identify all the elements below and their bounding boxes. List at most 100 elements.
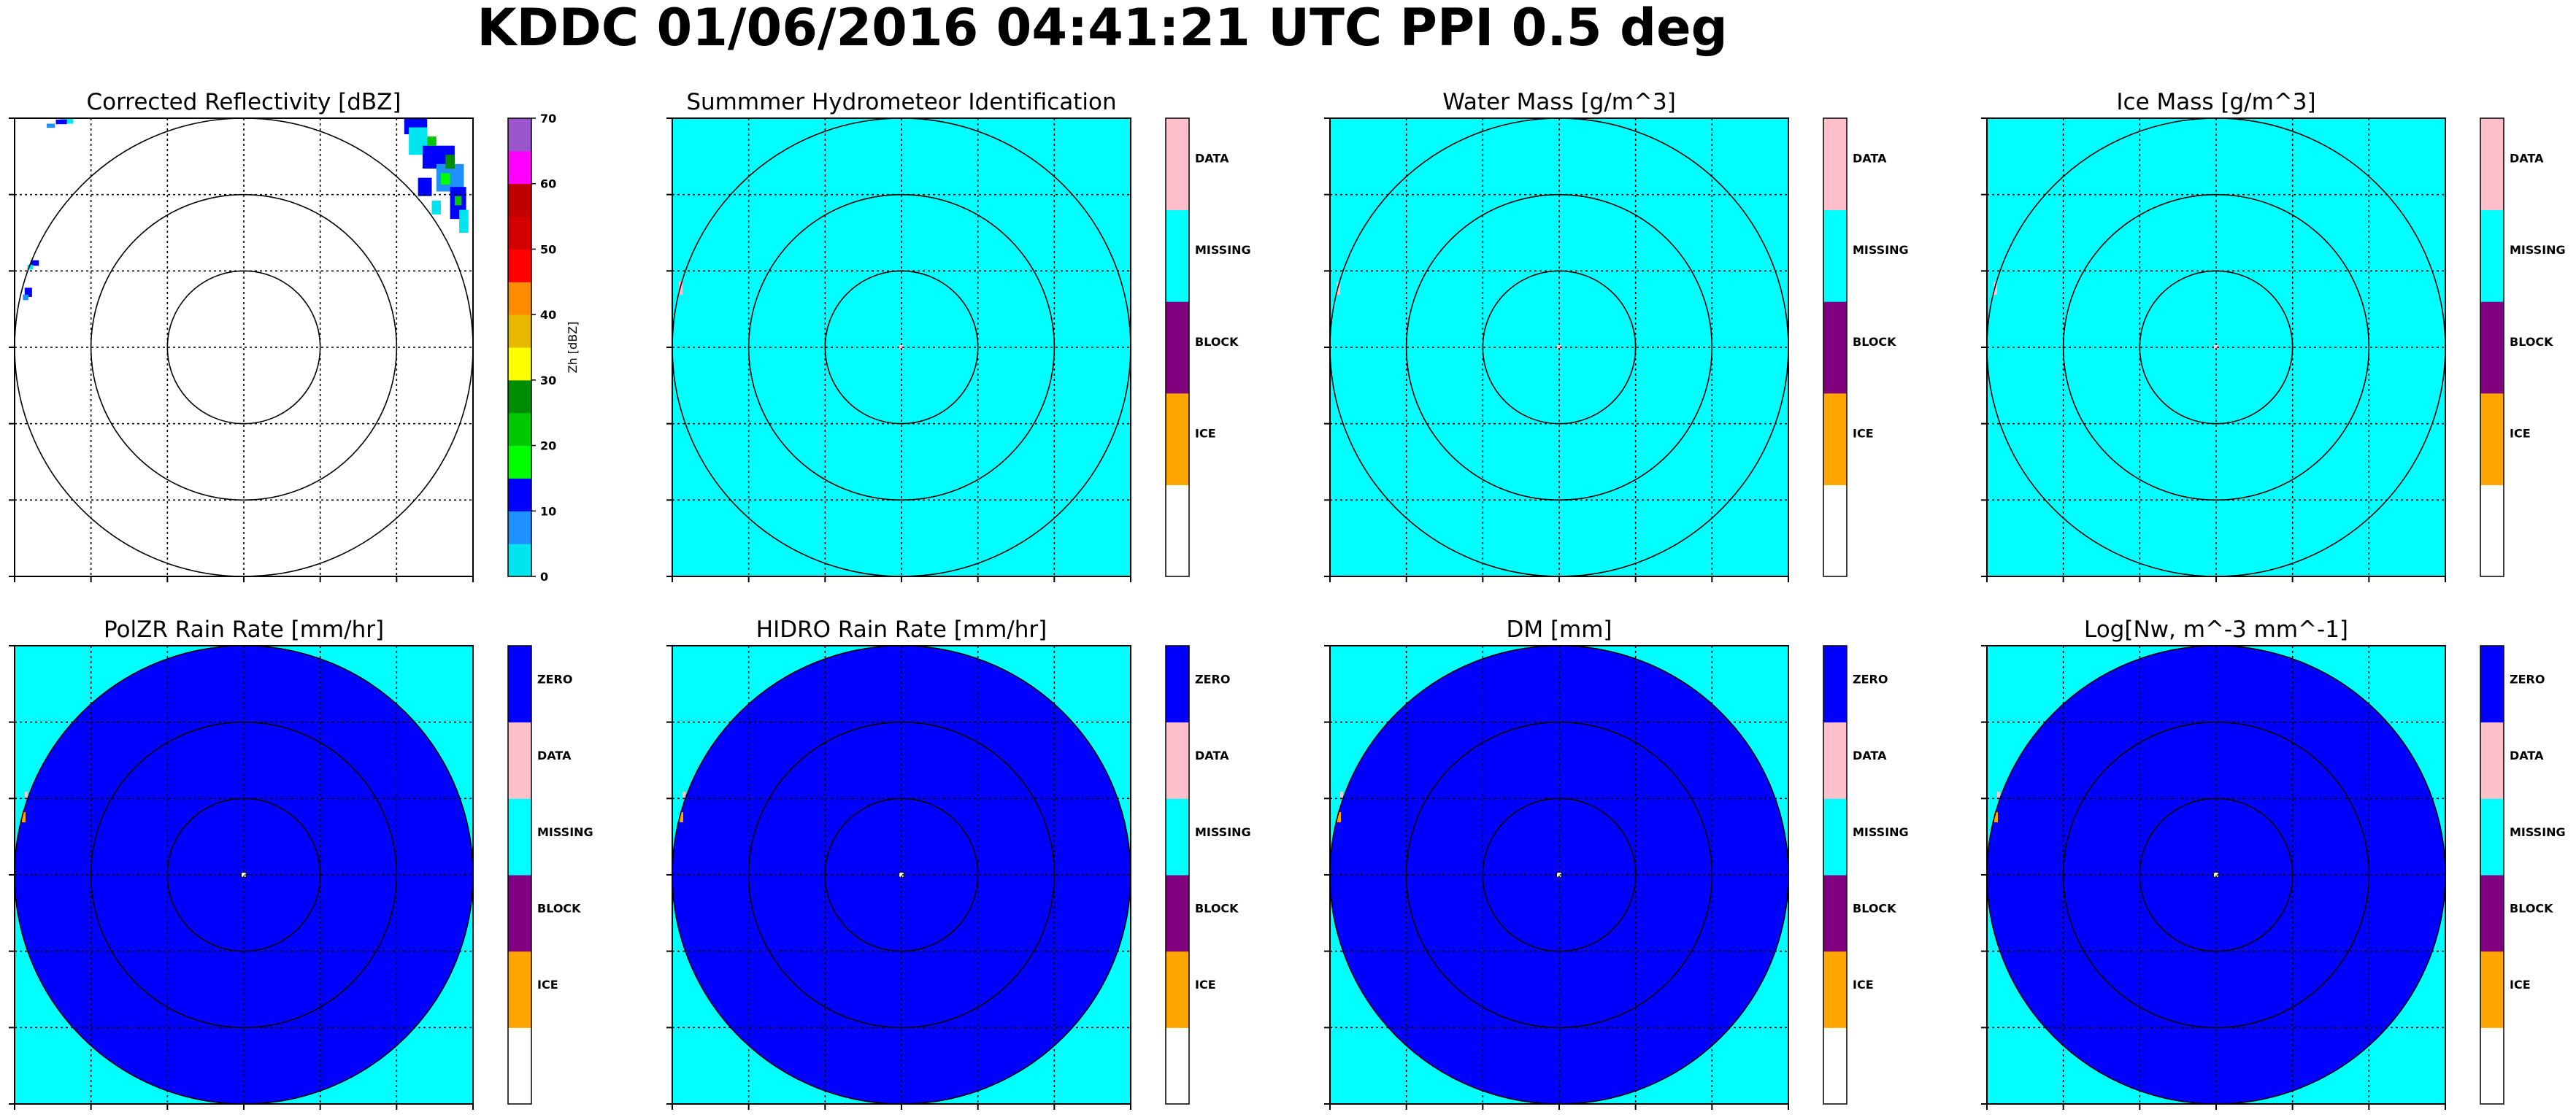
colorbar-swatch (508, 249, 531, 282)
colorbar-category-label: DATA (1195, 749, 1229, 762)
colorbar-swatch (1823, 646, 1847, 723)
colorbar-label: Zh [dBZ] (566, 322, 580, 374)
radar-site (899, 345, 904, 349)
colorbar-category-label: BLOCK (1853, 902, 1896, 916)
colorbar-swatch (508, 511, 531, 544)
panel-corrected-reflectivity-dbz: Corrected Reflectivity [dBZ] 0 10 20 30 40 50 6… (9, 89, 580, 584)
colorbar-swatch (508, 544, 531, 577)
colorbar-swatch (1823, 875, 1847, 952)
edge-streak (1997, 792, 2000, 799)
colorbar-category-label: MISSING (537, 825, 593, 839)
panel-log-nw-m-3-mm-1: Log[Nw, m^-3 mm^-1] ICE BLOCK MISSING DATA ZE… (1981, 617, 2566, 1110)
panel-title: Ice Mass [g/m^3] (2116, 89, 2315, 115)
edge-streak (25, 792, 28, 799)
colorbar-swatch (508, 282, 531, 315)
colorbar-swatch (508, 314, 531, 348)
colorbar-frame (1165, 645, 1190, 1105)
colorbar-tick-label: 10 (540, 504, 556, 518)
colorbar-category-label: MISSING (1853, 243, 1909, 257)
range-ring (2062, 193, 2370, 501)
colorbar-swatch (508, 118, 531, 152)
colorbar-swatch (508, 722, 531, 799)
colorbar-swatch (508, 646, 531, 723)
colorbar-frame (1823, 117, 1848, 577)
edge-streak (22, 812, 26, 822)
range-ring (2062, 721, 2370, 1029)
colorbar-swatch (508, 951, 531, 1028)
range-ring (747, 193, 1056, 501)
range-ring (1405, 721, 1713, 1029)
colorbar-swatch (1166, 393, 1189, 485)
colorbar-category-label: DATA (1853, 152, 1887, 166)
echo-cell (23, 294, 28, 301)
colorbar-swatch (1166, 301, 1189, 394)
colorbar-swatch (508, 150, 531, 185)
panel-title: Log[Nw, m^-3 mm^-1] (2084, 617, 2348, 643)
echo-cell (431, 201, 442, 215)
colorbar-category-label: BLOCK (2510, 335, 2553, 349)
colorbar-swatch (2480, 301, 2504, 394)
colorbar-tick-label: 40 (540, 308, 556, 322)
colorbar: ICE BLOCK MISSING DATA (1823, 117, 1909, 577)
colorbar-tick-label: 30 (540, 374, 556, 387)
panel-grid: Corrected Reflectivity [dBZ] 0 10 20 30 40 50 6… (9, 89, 2566, 1110)
colorbar-frame (1165, 117, 1190, 577)
edge-streak (679, 282, 683, 295)
colorbar-category-label: MISSING (2510, 243, 2566, 257)
panel-title: DM [mm] (1506, 617, 1612, 643)
colorbar-swatch (1166, 951, 1189, 1028)
colorbar-swatch (508, 379, 531, 414)
panel-dm-mm: DM [mm] ICE BLOCK MISSING DATA ZERO (1324, 617, 1909, 1110)
colorbar-swatch (508, 798, 531, 876)
range-ring (1482, 797, 1637, 952)
range-ring (1482, 270, 1637, 425)
colorbar-frame (507, 117, 532, 577)
colorbar-swatch (1166, 209, 1189, 302)
panel-title: PolZR Rain Rate [mm/hr] (104, 617, 384, 643)
colorbar-frame (1823, 645, 1848, 1105)
range-ring (2139, 797, 2294, 952)
colorbar-swatch (1166, 798, 1189, 876)
colorbar-swatch (508, 183, 531, 217)
radar-site (2214, 345, 2218, 349)
edge-streak (1337, 812, 1341, 822)
colorbar-swatch (1823, 1027, 1847, 1104)
colorbar-category-label: ZERO (1853, 673, 1888, 687)
colorbar-swatch (1823, 722, 1847, 799)
range-ring (824, 797, 979, 952)
colorbar-category-label: BLOCK (1195, 902, 1239, 916)
colorbar-swatch (1166, 484, 1189, 576)
colorbar-swatch (1166, 646, 1189, 723)
panel-title: Water Mass [g/m^3] (1442, 89, 1676, 115)
edge-streak (1994, 812, 1998, 822)
colorbar-swatch (1166, 875, 1189, 952)
colorbar-swatch (2480, 484, 2504, 576)
echo-cell (454, 196, 462, 206)
panel-summmer-hydrometeor-identification: Summmer Hydrometeor Identification ICE BLO… (666, 89, 1251, 582)
colorbar-tick-label: 60 (540, 177, 556, 191)
colorbar-category-label: ZERO (537, 673, 572, 687)
colorbar-category-label: ICE (2510, 978, 2531, 992)
colorbar-category-label: ICE (537, 978, 558, 992)
colorbar-category-label: ICE (1195, 426, 1216, 440)
panel-hidro-rain-rate-mm-hr: HIDRO Rain Rate [mm/hr] ICE BLOCK MISSING DA… (666, 617, 1251, 1110)
colorbar: ICE BLOCK MISSING DATA ZERO (1823, 645, 1909, 1105)
echo-cell (46, 123, 55, 128)
edge-streak (1340, 792, 1343, 799)
colorbar-swatch (508, 412, 531, 447)
colorbar-swatch (1823, 118, 1847, 211)
echo-cell (30, 260, 39, 266)
colorbar-swatch (1823, 301, 1847, 394)
edge-streak (680, 812, 683, 822)
colorbar-category-label: BLOCK (1195, 335, 1239, 349)
echo-cell (27, 264, 34, 270)
colorbar-swatch (2480, 393, 2504, 485)
echo-cell (60, 118, 74, 124)
echo-cell (445, 155, 455, 169)
colorbar-frame (2480, 645, 2504, 1105)
panel-title: Summmer Hydrometeor Identification (686, 89, 1116, 115)
panel-title: Corrected Reflectivity [dBZ] (86, 89, 401, 115)
echo-cell (55, 119, 67, 125)
colorbar: ICE BLOCK MISSING DATA (1165, 117, 1251, 577)
